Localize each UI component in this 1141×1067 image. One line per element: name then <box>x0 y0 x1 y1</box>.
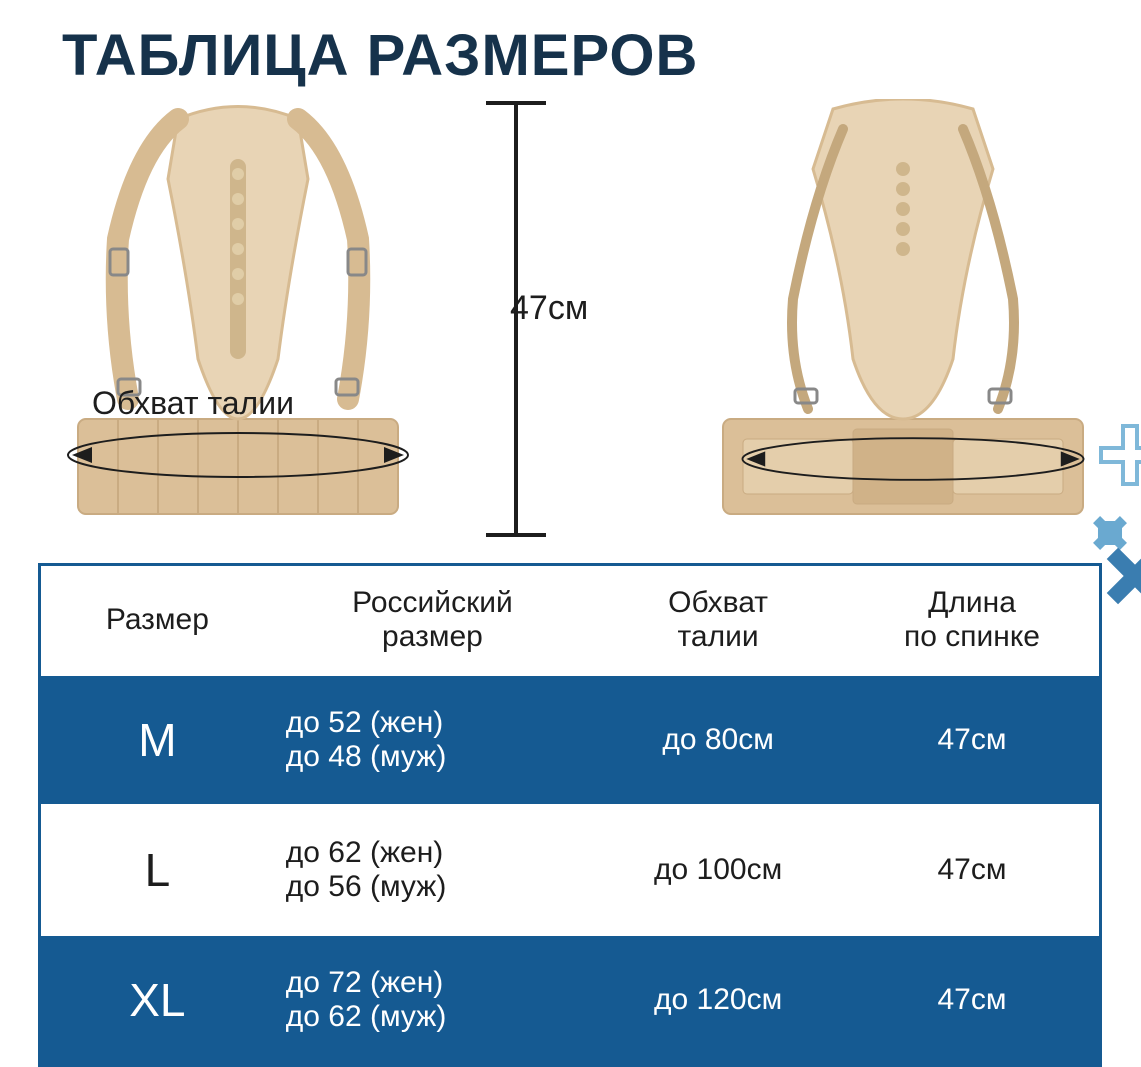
table-header-row: Размер Российскийразмер Обхватталии Длин… <box>41 566 1099 674</box>
cell-waist: до 120см <box>591 936 845 1064</box>
height-label: 47см <box>510 289 588 328</box>
cell-ru: до 62 (жен) до 56 (муж) <box>274 806 591 934</box>
plus-outline-icon <box>1095 420 1141 490</box>
table-row: L до 62 (жен) до 56 (муж) до 100см 47см <box>41 804 1099 934</box>
cell-size: M <box>41 676 274 804</box>
cell-waist: до 80см <box>591 676 845 804</box>
waist-ellipse-front <box>58 425 418 485</box>
cell-ru: до 72 (жен) до 62 (муж) <box>274 936 591 1064</box>
waist-label: Обхват талии <box>92 385 294 422</box>
cell-size: L <box>41 806 274 934</box>
table-row: XL до 72 (жен) до 62 (муж) до 120см 47см <box>41 934 1099 1064</box>
x-big-icon <box>1099 540 1141 612</box>
col-header-ru: Российскийразмер <box>274 566 591 674</box>
page-title: ТАБЛИЦА РАЗМЕРОВ <box>0 0 1141 89</box>
size-table: Размер Российскийразмер Обхватталии Длин… <box>38 563 1102 1067</box>
cell-ru: до 52 (жен) до 48 (муж) <box>274 676 591 804</box>
product-images-area: Обхват талии 47см <box>0 89 1141 549</box>
col-header-waist: Обхватталии <box>591 566 845 674</box>
col-header-back: Длинапо спинке <box>845 566 1099 674</box>
col-header-size: Размер <box>41 566 274 674</box>
cell-back: 47см <box>845 936 1099 1064</box>
cell-size: XL <box>41 936 274 1064</box>
cell-waist: до 100см <box>591 806 845 934</box>
cell-back: 47см <box>845 806 1099 934</box>
waist-ellipse-back <box>733 429 1093 489</box>
table-row: M до 52 (жен) до 48 (муж) до 80см 47см <box>41 674 1099 804</box>
cell-back: 47см <box>845 676 1099 804</box>
